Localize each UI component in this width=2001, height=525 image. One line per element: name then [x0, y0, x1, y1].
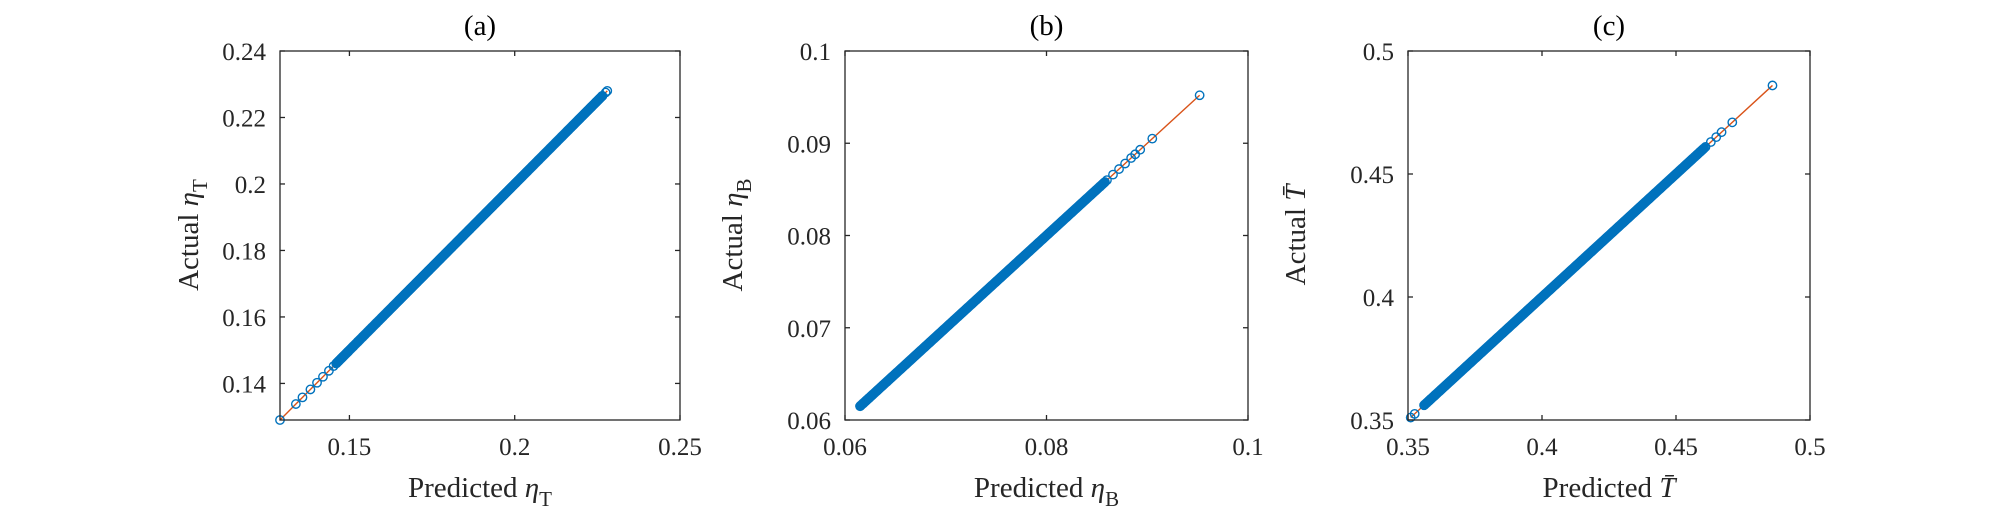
x-axis-label-symbol: T̄ — [1659, 472, 1677, 504]
x-axis-label-subscript: T — [539, 487, 552, 511]
data-point — [1147, 133, 1158, 144]
data-point — [328, 361, 339, 372]
data-point — [1120, 158, 1130, 169]
x-tick-label: 0.35 — [1386, 434, 1430, 461]
data-point — [600, 87, 611, 98]
chart-panel-c: 0.35 0.4 0.45 0.5 0.35 0.4 0.45 0.5 (c) Predicted… — [1280, 10, 1826, 504]
x-tick-label: 0.5 — [1794, 434, 1825, 461]
y-axis-label-subscript: T — [188, 179, 212, 192]
y-tick-label: 0.22 — [222, 105, 266, 132]
data-point — [1114, 164, 1124, 174]
y-axis-label-text: Actual — [717, 207, 749, 292]
y-tick-label: 0.35 — [1350, 408, 1394, 435]
x-axis-label-text: Predicted — [974, 472, 1091, 504]
chart-panel-a: 0.15 0.2 0.25 0.14 0.16 0.18 0.2 0.22 0.24 (a) Pre… — [173, 10, 702, 511]
x-tick-label: 0.15 — [328, 434, 372, 461]
data-point — [1094, 181, 1105, 192]
x-axis-label-subscript: B — [1105, 487, 1119, 511]
x-axis-label-symbol: η — [525, 472, 539, 504]
data-point — [1194, 90, 1205, 101]
y-tick-label: 0.18 — [222, 238, 266, 265]
data-point — [858, 398, 869, 409]
y-tick-label: 0.09 — [787, 131, 831, 158]
y-axis-label-text: Actual — [1280, 201, 1312, 286]
data-point — [1102, 175, 1112, 186]
data-point — [597, 90, 608, 101]
data-point — [1716, 127, 1727, 138]
panel-title: (b) — [1030, 10, 1064, 42]
data-point — [1135, 144, 1146, 155]
plot-area — [1405, 80, 1778, 423]
y-tick-label: 0.24 — [222, 39, 266, 66]
x-tick-label: 0.1 — [1232, 434, 1263, 461]
plot-area — [855, 90, 1205, 412]
axes-box — [1407, 50, 1811, 421]
data-point — [357, 331, 368, 342]
data-point — [1429, 390, 1440, 401]
data-point — [371, 318, 382, 328]
data-point — [297, 392, 308, 403]
y-axis-label: Actual ηB — [717, 179, 756, 292]
data-point — [337, 351, 348, 362]
data-point — [1108, 169, 1118, 180]
data-point — [1711, 132, 1722, 143]
y-tick-label: 0.45 — [1350, 162, 1394, 189]
data-point — [312, 377, 322, 388]
data-point — [290, 399, 301, 409]
y-tick-label: 0.07 — [787, 316, 831, 343]
y-axis-label-symbol: η — [717, 193, 749, 207]
y-axis-label: Actual ηT — [173, 179, 212, 291]
data-point — [305, 384, 316, 395]
data-point — [594, 94, 604, 105]
plot-area — [275, 85, 613, 425]
data-point — [342, 346, 353, 357]
x-tick-label: 0.45 — [1654, 434, 1698, 461]
y-axis-label: Actual T̄ — [1280, 183, 1312, 286]
panel-title: (a) — [464, 10, 496, 42]
data-point — [855, 401, 866, 412]
data-point — [861, 395, 872, 406]
x-axis-label-symbol: η — [1091, 472, 1105, 504]
x-axis-label: Predicted ηB — [974, 472, 1119, 511]
panel-title: (c) — [1593, 10, 1625, 42]
data-point — [1684, 156, 1695, 167]
x-tick-label: 0.25 — [658, 434, 702, 461]
data-point — [1705, 137, 1716, 147]
data-point — [864, 392, 875, 403]
y-axis-label-symbol: η — [173, 192, 205, 206]
y-tick-label: 0.16 — [222, 305, 266, 332]
data-point — [1409, 408, 1420, 419]
x-tick-label: 0.06 — [823, 434, 867, 461]
y-tick-label: 0.06 — [787, 408, 831, 435]
y-tick-label: 0.1 — [800, 39, 831, 66]
x-tick-label: 0.08 — [1025, 434, 1069, 461]
y-tick-label: 0.14 — [222, 371, 266, 398]
chart-panel-b: 0.06 0.08 0.1 0.06 0.07 0.08 0.09 0.1 (b) Predict… — [717, 10, 1264, 511]
x-axis-label: Predicted T̄ — [1543, 472, 1678, 504]
data-point — [1727, 117, 1738, 128]
data-point — [352, 336, 363, 347]
data-point — [318, 371, 328, 382]
x-axis-label-text: Predicted — [1543, 472, 1660, 504]
data-point — [590, 97, 601, 108]
data-point — [1695, 146, 1706, 157]
y-tick-label: 0.2 — [235, 172, 266, 199]
y-axis-label-symbol: T̄ — [1280, 183, 1312, 201]
data-point — [1767, 80, 1778, 91]
y-axis-label-text: Actual — [173, 206, 205, 291]
axes-box — [279, 50, 681, 421]
y-tick-label: 0.5 — [1363, 39, 1394, 66]
y-axis-label-subscript: B — [732, 179, 756, 193]
data-point — [1689, 151, 1700, 162]
y-tick-label: 0.08 — [787, 224, 831, 251]
x-axis-label: Predicted ηT — [408, 472, 552, 511]
data-point — [1700, 142, 1711, 152]
y-tick-label: 0.4 — [1363, 285, 1395, 312]
data-point — [1087, 188, 1098, 198]
data-point — [602, 85, 613, 96]
x-axis-label-text: Predicted — [408, 472, 525, 504]
x-tick-label: 0.2 — [499, 434, 530, 461]
x-tick-label: 0.4 — [1526, 434, 1558, 461]
